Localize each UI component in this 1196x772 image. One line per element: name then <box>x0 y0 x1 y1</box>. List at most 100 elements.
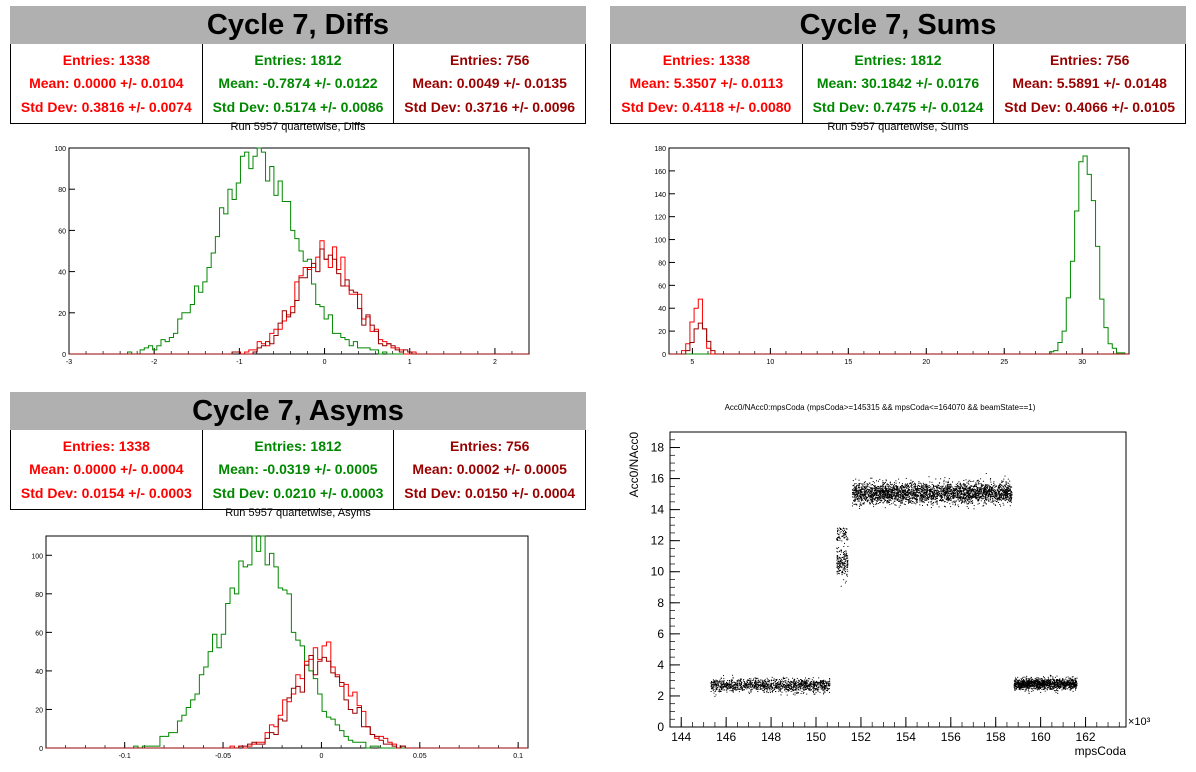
scatter-point <box>840 585 842 587</box>
scatter-point <box>929 489 931 491</box>
scatter-point <box>792 690 794 692</box>
scatter-point <box>824 687 825 688</box>
scatter-point <box>1011 498 1012 500</box>
scatter-point <box>718 681 719 683</box>
scatter-point <box>928 485 930 486</box>
scatter-point <box>749 685 751 687</box>
scatter-point <box>795 687 796 689</box>
scatter-point <box>865 493 867 495</box>
scatter-point <box>1017 687 1019 689</box>
scatter-point <box>877 494 879 496</box>
scatter-point <box>955 483 957 485</box>
scatter-point <box>810 683 812 685</box>
scatter-point <box>980 489 982 491</box>
scatter-point <box>921 500 923 502</box>
scatter-point <box>784 689 786 691</box>
scatter-point <box>943 488 945 490</box>
scatter-point <box>867 491 869 492</box>
scatter-point <box>825 688 827 690</box>
scatter-point <box>876 492 878 494</box>
scatter-point <box>878 497 880 499</box>
scatter-point <box>861 483 863 485</box>
scatter-point <box>844 554 846 556</box>
scatter-point <box>858 493 860 495</box>
scatter-point <box>815 689 817 690</box>
scatter-point <box>973 480 975 482</box>
scatter-point <box>951 501 953 503</box>
scatter-point <box>854 500 856 502</box>
scatter-point <box>852 491 854 493</box>
scatter-point <box>871 499 873 501</box>
scatter-point <box>866 487 868 489</box>
scatter-point <box>957 504 959 506</box>
scatter-point <box>741 678 742 680</box>
scatter-point <box>819 683 821 684</box>
scatter-point <box>891 496 893 498</box>
scatter-point <box>1009 480 1011 482</box>
scatter-point <box>766 687 768 689</box>
scatter-point <box>921 493 923 495</box>
scatter-point <box>715 694 717 696</box>
scatter-point <box>915 496 917 498</box>
scatter-point <box>977 492 978 494</box>
scatter-point <box>930 486 932 488</box>
scatter-point <box>854 483 856 485</box>
scatter-point <box>865 486 867 488</box>
scatter-point <box>941 487 943 489</box>
scatter-point <box>884 493 886 495</box>
scatter-point <box>803 690 805 691</box>
scatter-point <box>784 686 786 688</box>
scatter-point <box>714 682 716 684</box>
scatter-point <box>880 485 882 487</box>
scatter-point <box>814 690 816 692</box>
scatter-point <box>942 491 944 493</box>
scatter-point <box>771 686 773 688</box>
scatter-point <box>931 497 933 499</box>
scatter-point <box>795 681 796 683</box>
scatter-point <box>844 558 846 560</box>
scatter-point <box>781 685 783 687</box>
scatter-point <box>715 683 717 685</box>
scatter-point <box>967 503 969 505</box>
scatter-point <box>773 689 774 691</box>
scatter-point <box>988 487 990 488</box>
scatter-point <box>856 498 858 500</box>
scatter-point <box>767 687 769 689</box>
scatter-point <box>871 499 873 501</box>
scatter-point <box>994 485 996 487</box>
scatter-point <box>789 688 790 690</box>
scatter-point <box>901 484 903 486</box>
scatter-point <box>844 560 846 562</box>
scatter-point <box>985 499 987 500</box>
scatter-point <box>776 686 778 688</box>
scatter-point <box>874 496 876 498</box>
scatter-point <box>800 693 802 694</box>
scatter-point <box>890 490 892 492</box>
scatter-point <box>957 485 959 487</box>
scatter-point <box>760 684 762 686</box>
scatter-point <box>979 497 981 499</box>
scatter-point <box>924 492 926 494</box>
scatter-point <box>870 500 872 502</box>
scatter-point <box>923 489 925 490</box>
scatter-point <box>914 495 916 497</box>
scatter-point <box>781 678 783 680</box>
scatter-point <box>887 493 889 495</box>
scatter-point <box>715 684 717 686</box>
scatter-point <box>967 482 969 484</box>
scatter-points <box>710 473 1078 697</box>
scatter-point <box>1005 499 1007 501</box>
scatter-point <box>968 483 970 485</box>
scatter-point <box>967 498 969 500</box>
scatter-point <box>812 686 814 688</box>
scatter-point <box>894 485 896 487</box>
scatter-point <box>836 532 838 534</box>
scatter-point <box>999 486 1001 488</box>
scatter-point <box>937 490 939 491</box>
scatter-point <box>729 685 731 687</box>
scatter-point <box>974 492 976 494</box>
scatter-point <box>840 549 842 551</box>
scatter-point <box>847 570 849 572</box>
scatter-point <box>890 499 891 501</box>
scatter-point <box>1002 488 1004 490</box>
